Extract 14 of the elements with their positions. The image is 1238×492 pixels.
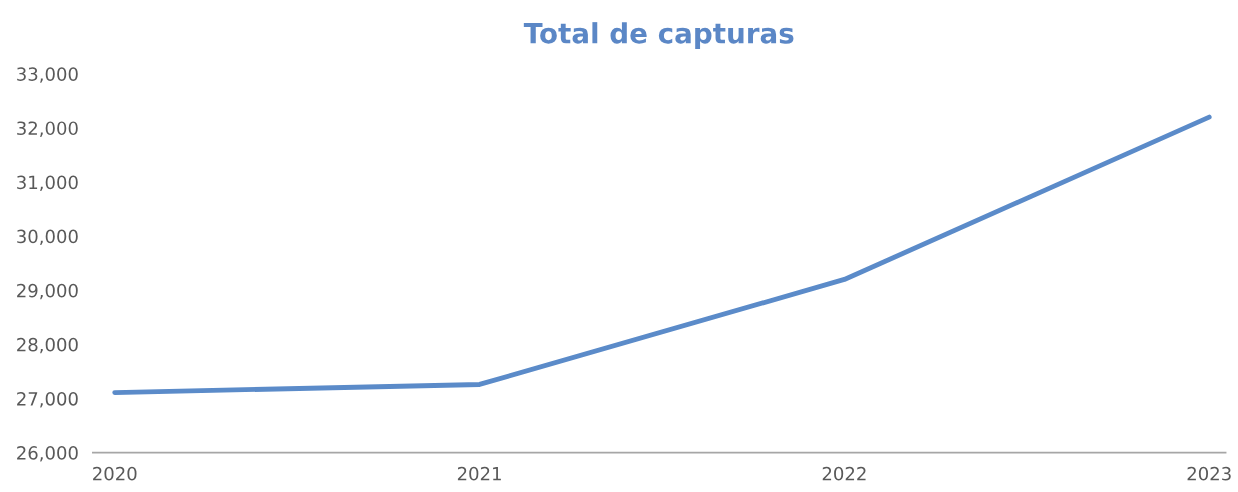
x-tick-label: 2021 (457, 466, 501, 481)
y-tick-label: 31,000 (17, 175, 78, 191)
y-tick-label: 32,000 (17, 121, 78, 137)
chart-title: Total de capturas (523, 22, 794, 50)
y-tick-label: 26,000 (17, 446, 78, 462)
y-tick-label: 28,000 (17, 337, 78, 354)
line-series (112, 114, 1212, 395)
y-tick-label: 27,000 (17, 391, 78, 408)
x-tick-label: 2023 (1187, 466, 1231, 481)
y-tick-label: 33,000 (17, 67, 78, 83)
y-tick-label: 29,000 (17, 283, 78, 300)
y-tick-label: 30,000 (17, 229, 78, 246)
x-tick-label: 2022 (822, 466, 866, 481)
x-tick-label: 2020 (93, 466, 137, 481)
